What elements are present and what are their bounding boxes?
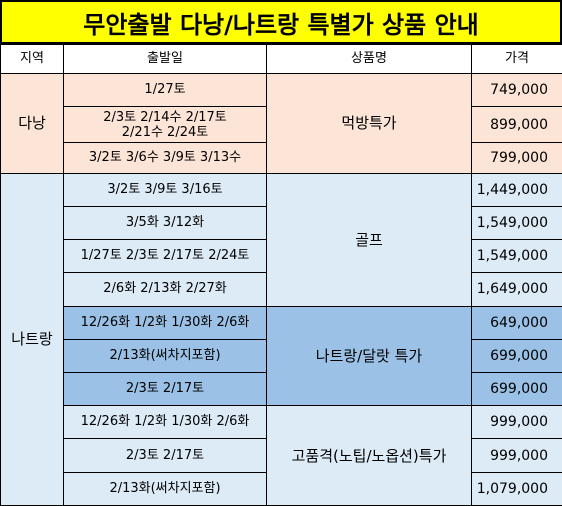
price-cell: 999,000 — [471, 438, 562, 473]
table-row: 12/26화 1/2화 1/30화 2/6화 나트랑/달랏 특가 649,000 — [1, 305, 562, 407]
departure-date-cell: 3/5화 3/12화 — [63, 205, 267, 241]
departure-date-cell: 2/13화(써차지포함) — [63, 338, 267, 373]
price-cell: 1,449,000 — [471, 172, 562, 207]
table-row: 12/26화 1/2화 1/30화 2/6화 고품격(노팁/노옵션)특가 999… — [1, 405, 562, 506]
price-cell: 799,000 — [471, 142, 562, 174]
table-row: 다낭 1/27토 먹방특가 749,000 — [0, 72, 562, 174]
price-cell: 899,000 — [471, 106, 562, 144]
departure-date-cell: 2/13화(써차지포함) — [63, 471, 267, 506]
product-name-cell: 골프 — [266, 172, 472, 307]
header-product-name: 상품명 — [266, 44, 472, 74]
header-departure-date: 출발일 — [63, 44, 267, 74]
product-name-cell: 고품격(노팁/노옵션)특가 — [266, 405, 472, 506]
departure-date-cell: 1/27토 2/3토 2/17토 2/24토 — [63, 239, 267, 274]
table-row: 2/3토 2/14수 2/17토 2/21수 2/24토 899,000 — [1, 106, 562, 144]
price-cell: 999,000 — [471, 405, 562, 440]
price-cell: 699,000 — [471, 338, 562, 373]
departure-date-cell: 2/3토 2/17토 — [63, 371, 267, 407]
product-name-cell: 먹방특가 — [266, 73, 472, 174]
table-row: 2/13화(써차지포함) 1,079,000 — [1, 471, 562, 506]
price-cell: 1,549,000 — [471, 239, 562, 274]
departure-date-line: 2/21수 2/24토 — [121, 124, 209, 140]
header-price: 가격 — [471, 44, 562, 74]
departure-date-cell: 2/3토 2/14수 2/17토 2/21수 2/24토 — [63, 106, 267, 144]
product-name-cell: 나트랑/달랏 특가 — [266, 305, 472, 407]
departure-date-cell: 3/2토 3/6수 3/9토 3/13수 — [63, 142, 267, 174]
price-cell: 649,000 — [471, 305, 562, 340]
departure-date-line: 2/3토 2/14수 2/17토 — [103, 109, 227, 125]
page-title: 무안출발 다낭/나트랑 특별가 상품 안내 — [0, 0, 562, 44]
departure-date-cell: 1/27토 — [63, 72, 267, 108]
header-region: 지역 — [0, 44, 64, 74]
departure-date-cell: 2/3토 2/17토 — [63, 438, 267, 473]
price-cell: 1,079,000 — [471, 471, 562, 506]
departure-date-cell: 2/6화 2/13화 2/27화 — [63, 272, 267, 307]
price-cell: 699,000 — [471, 371, 562, 407]
departure-date-cell: 12/26화 1/2화 1/30화 2/6화 — [63, 405, 267, 440]
table-row: 2/13화(써차지포함) 699,000 — [1, 338, 562, 373]
table-row: 1/27토 2/3토 2/17토 2/24토 1,549,000 — [1, 239, 562, 274]
table-header-row: 지역 출발일 상품명 가격 — [0, 44, 562, 74]
departure-date-cell: 3/2토 3/9토 3/16토 — [63, 172, 267, 207]
table-row: 2/6화 2/13화 2/27화 1,649,000 — [1, 272, 562, 307]
table-row: 2/3토 2/17토 699,000 — [1, 371, 562, 407]
price-table: 지역 출발일 상품명 가격 다낭 1/27토 먹방특가 749,000 2/3토… — [0, 44, 562, 506]
region-nhatrang: 나트랑 — [0, 172, 64, 506]
table-row: 3/2토 3/6수 3/9토 3/13수 799,000 — [1, 142, 562, 174]
price-cell: 1,549,000 — [471, 205, 562, 241]
price-cell: 749,000 — [471, 72, 562, 108]
region-danang: 다낭 — [0, 73, 64, 174]
table-row: 나트랑 3/2토 3/9토 3/16토 골프 1,449,000 — [0, 172, 562, 506]
departure-date-cell: 12/26화 1/2화 1/30화 2/6화 — [63, 305, 267, 340]
price-cell: 1,649,000 — [471, 272, 562, 307]
